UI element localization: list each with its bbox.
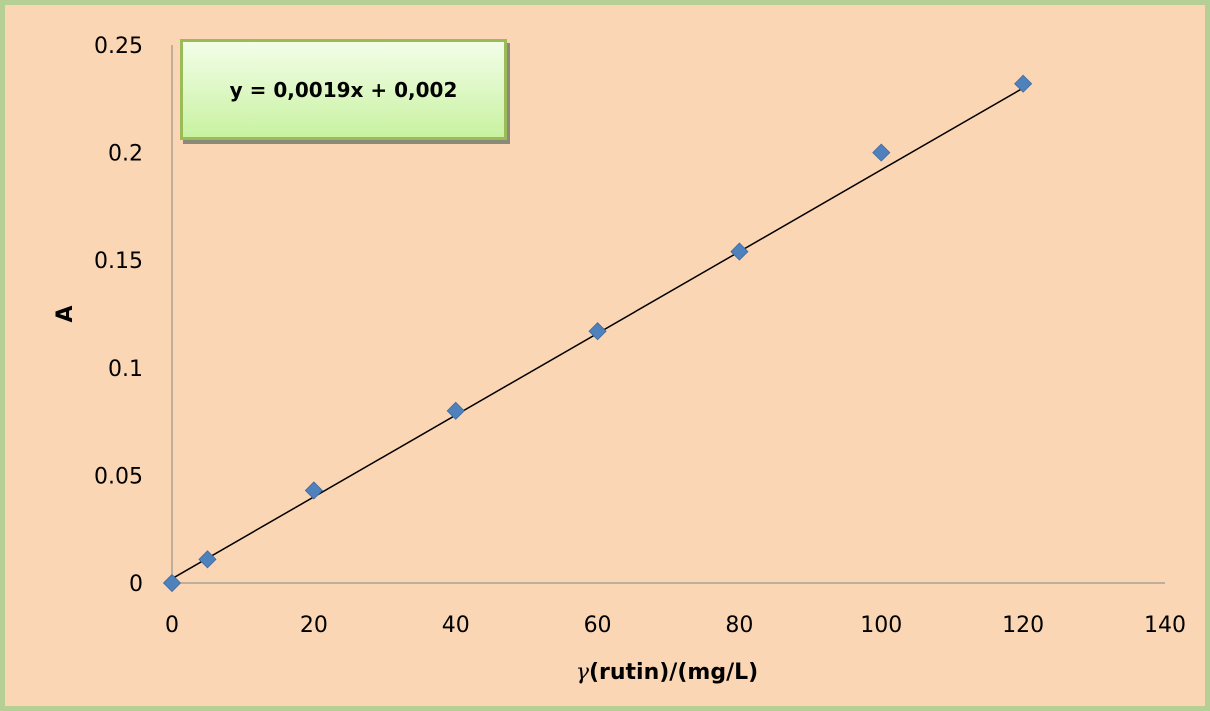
x-tick-label: 120: [1002, 613, 1044, 638]
y-tick-label: 0.2: [108, 142, 143, 167]
equation-text: y = 0,0019x + 0,002: [229, 77, 458, 102]
tick-labels: 0 20 40 60 80 100 120 140 0 0.05 0.1 0.15 0.2 0.25: [94, 34, 1186, 638]
data-point: [162, 573, 182, 593]
x-tick-label: 140: [1144, 613, 1186, 638]
y-tick-label: 0.25: [94, 34, 143, 59]
y-tick-label: 0: [129, 572, 143, 597]
x-tick-label: 0: [165, 613, 179, 638]
axes: [171, 45, 1165, 584]
y-tick-label: 0.15: [94, 249, 143, 274]
trendline-equation-label: y = 0,0019x + 0,002: [180, 39, 507, 140]
data-point: [446, 401, 465, 420]
x-tick-label: 100: [860, 613, 902, 638]
x-tick-label: 40: [442, 613, 470, 638]
y-tick-label: 0.1: [108, 357, 143, 382]
data-point: [304, 481, 323, 500]
data-point: [198, 550, 217, 569]
y-tick-label: 0.05: [94, 464, 143, 489]
x-tick-label: 80: [725, 613, 753, 638]
x-tick-label: 60: [584, 613, 612, 638]
data-point: [588, 322, 607, 341]
y-axis-title: A: [53, 305, 78, 322]
data-points: [162, 74, 1033, 593]
data-point: [872, 143, 891, 162]
data-point: [730, 242, 749, 261]
x-axis-title: γ(rutin)/(mg/L): [576, 660, 758, 685]
x-tick-label: 20: [300, 613, 328, 638]
data-point: [1014, 74, 1033, 93]
